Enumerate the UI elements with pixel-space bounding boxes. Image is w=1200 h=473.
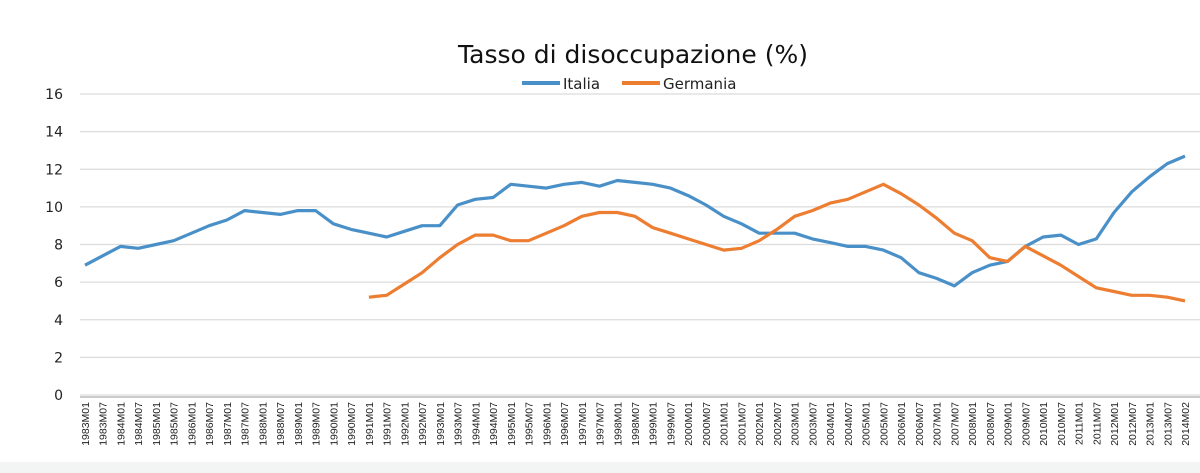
x-tick-label: 2002M07 bbox=[772, 402, 784, 446]
x-tick-label: 1987M01 bbox=[222, 402, 234, 446]
legend: Italia Germania bbox=[522, 75, 736, 93]
x-tick-label: 2011M01 bbox=[1074, 402, 1086, 445]
x-tick-label: 2004M07 bbox=[843, 402, 855, 446]
x-tick-label: 2008M01 bbox=[967, 402, 979, 446]
x-tick-label: 1994M07 bbox=[488, 402, 500, 446]
x-tick-label: 1995M01 bbox=[506, 402, 518, 446]
x-tick-label: 1989M01 bbox=[293, 402, 305, 446]
x-tick-label: 2000M01 bbox=[683, 402, 695, 446]
x-tick-label: 2010M07 bbox=[1056, 402, 1068, 446]
x-tick-label: 1985M07 bbox=[169, 402, 181, 446]
bottom-strip bbox=[0, 462, 1200, 473]
x-tick-label: 1999M01 bbox=[648, 402, 660, 446]
x-tick-label: 1986M01 bbox=[186, 402, 198, 446]
x-tick-label: 1983M07 bbox=[98, 402, 110, 446]
y-tick-label: 12 bbox=[45, 162, 63, 178]
y-tick-label: 10 bbox=[45, 200, 63, 216]
x-tick-label: 1988M07 bbox=[275, 402, 287, 446]
x-tick-label: 2006M01 bbox=[896, 402, 908, 446]
x-tick-label: 2000M07 bbox=[701, 402, 713, 446]
x-tick-label: 2002M01 bbox=[754, 402, 766, 446]
x-tick-label: 1983M01 bbox=[80, 402, 92, 446]
x-tick-label: 1991M07 bbox=[382, 402, 394, 446]
series-line-italia bbox=[84, 154, 1186, 288]
x-tick-label: 1990M01 bbox=[328, 402, 340, 446]
y-axis: 0 2 4 6 8 10 12 14 16 bbox=[45, 87, 63, 404]
y-tick-label: 2 bbox=[54, 350, 63, 366]
gridlines bbox=[80, 93, 1200, 398]
x-tick-label: 1989M07 bbox=[311, 402, 323, 446]
y-tick-label: 14 bbox=[45, 125, 63, 141]
x-tick-label: 1988M01 bbox=[257, 402, 269, 446]
x-tick-label: 2013M07 bbox=[1162, 402, 1174, 446]
x-tick-label: 1999M07 bbox=[665, 402, 677, 446]
x-tick-label: 2001M07 bbox=[736, 402, 748, 446]
x-tick-label: 2012M01 bbox=[1109, 402, 1121, 446]
series-line-germania bbox=[368, 182, 1186, 303]
x-tick-label: 2005M01 bbox=[861, 402, 873, 446]
x-tick-label: 1992M07 bbox=[417, 402, 429, 446]
x-tick-label: 2003M07 bbox=[807, 402, 819, 446]
x-axis: 1983M01 1983M07 1984M01 1984M07 1985M01 1985M… bbox=[80, 402, 1192, 446]
y-tick-label: 0 bbox=[54, 388, 63, 404]
x-tick-label: 1984M01 bbox=[115, 402, 127, 446]
x-tick-label: 2007M07 bbox=[949, 402, 961, 446]
y-tick-label: 6 bbox=[54, 275, 63, 291]
x-tick-label: 2006M07 bbox=[914, 402, 926, 446]
x-tick-label: 2001M01 bbox=[719, 402, 731, 446]
legend-label-germania: Germania bbox=[663, 75, 736, 93]
x-tick-label: 1994M01 bbox=[470, 402, 482, 446]
x-tick-label: 1993M07 bbox=[453, 402, 465, 446]
x-tick-label: 2009M01 bbox=[1003, 402, 1015, 446]
y-tick-label: 8 bbox=[54, 238, 63, 254]
x-tick-label: 2014M02 bbox=[1180, 402, 1192, 446]
x-tick-label: 1987M07 bbox=[240, 402, 252, 446]
x-tick-label: 1997M07 bbox=[595, 402, 607, 446]
x-tick-label: 2009M07 bbox=[1020, 402, 1032, 446]
x-tick-label: 1992M01 bbox=[399, 402, 411, 446]
x-tick-label: 2003M01 bbox=[790, 402, 802, 446]
x-tick-label: 2010M01 bbox=[1038, 402, 1050, 446]
x-tick-label: 2005M07 bbox=[878, 402, 890, 446]
x-tick-label: 2004M01 bbox=[825, 402, 837, 446]
x-tick-label: 1986M07 bbox=[204, 402, 216, 446]
x-tick-label: 1995M07 bbox=[524, 402, 536, 446]
legend-label-italia: Italia bbox=[563, 75, 600, 93]
x-tick-label: 2013M01 bbox=[1145, 402, 1157, 446]
x-tick-label: 1997M01 bbox=[577, 402, 589, 446]
x-tick-label: 1996M07 bbox=[559, 402, 571, 446]
x-tick-label: 2008M07 bbox=[985, 402, 997, 446]
x-tick-label: 1998M01 bbox=[612, 402, 624, 446]
x-tick-label: 1990M07 bbox=[346, 402, 358, 446]
x-tick-label: 2012M07 bbox=[1127, 402, 1139, 446]
x-tick-label: 2007M01 bbox=[932, 402, 944, 446]
x-tick-label: 1984M07 bbox=[133, 402, 145, 446]
y-tick-label: 16 bbox=[45, 87, 63, 103]
x-tick-label: 2011M07 bbox=[1091, 402, 1103, 445]
y-tick-label: 4 bbox=[54, 313, 63, 329]
x-tick-label: 1998M07 bbox=[630, 402, 642, 446]
x-tick-label: 1996M01 bbox=[541, 402, 553, 446]
x-tick-label: 1993M01 bbox=[435, 402, 447, 446]
series-lines bbox=[84, 154, 1186, 303]
chart-title: Tasso di disoccupazione (%) bbox=[457, 40, 808, 69]
x-tick-label: 1991M01 bbox=[364, 402, 376, 446]
x-tick-label: 1985M01 bbox=[151, 402, 163, 446]
